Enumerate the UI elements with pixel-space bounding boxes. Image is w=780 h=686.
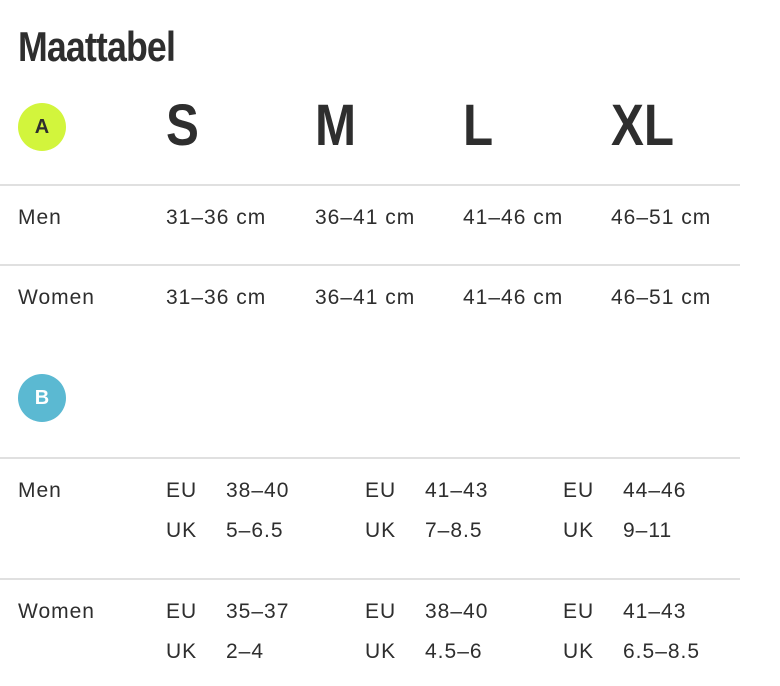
title: Maattabel xyxy=(18,23,176,70)
size-system: EU xyxy=(166,600,198,623)
size-range: 36–41 cm xyxy=(315,286,416,309)
shoe-size: 35–37 xyxy=(226,600,290,623)
divider xyxy=(0,578,740,580)
size-range: 41–46 cm xyxy=(463,286,564,309)
size-heading: S xyxy=(166,93,199,158)
row-label: Men xyxy=(18,479,62,502)
badge-a: A xyxy=(18,103,66,151)
size-heading: L xyxy=(463,93,494,158)
size-system: EU xyxy=(365,479,397,502)
row-label: Women xyxy=(18,600,95,623)
size-system: EU xyxy=(166,479,198,502)
shoe-size: 9–11 xyxy=(623,519,673,542)
size-range: 41–46 cm xyxy=(463,206,564,229)
size-range: 31–36 cm xyxy=(166,286,267,309)
shoe-size: 41–43 xyxy=(623,600,687,623)
size-system: UK xyxy=(166,519,198,542)
size-range: 46–51 cm xyxy=(611,286,712,309)
size-system: UK xyxy=(365,519,397,542)
size-range: 46–51 cm xyxy=(611,206,712,229)
size-system: EU xyxy=(563,479,595,502)
row-label: Women xyxy=(18,286,95,309)
divider xyxy=(0,264,740,266)
shoe-size: 41–43 xyxy=(425,479,489,502)
shoe-size: 2–4 xyxy=(226,640,265,663)
size-system: UK xyxy=(563,519,595,542)
size-system: UK xyxy=(563,640,595,663)
divider xyxy=(0,184,740,186)
shoe-size: 38–40 xyxy=(226,479,290,502)
shoe-size: 5–6.5 xyxy=(226,519,284,542)
size-system: UK xyxy=(365,640,397,663)
size-heading: XL xyxy=(611,93,675,158)
shoe-size: 4.5–6 xyxy=(425,640,483,663)
size-system: EU xyxy=(365,600,397,623)
size-system: EU xyxy=(563,600,595,623)
size-range: 36–41 cm xyxy=(315,206,416,229)
size-heading: M xyxy=(315,93,357,158)
divider xyxy=(0,457,740,459)
row-label: Men xyxy=(18,206,62,229)
shoe-size: 44–46 xyxy=(623,479,687,502)
shoe-size: 7–8.5 xyxy=(425,519,483,542)
shoe-size: 38–40 xyxy=(425,600,489,623)
shoe-size: 6.5–8.5 xyxy=(623,640,701,663)
size-system: UK xyxy=(166,640,198,663)
badge-b: B xyxy=(18,374,66,422)
size-range: 31–36 cm xyxy=(166,206,267,229)
